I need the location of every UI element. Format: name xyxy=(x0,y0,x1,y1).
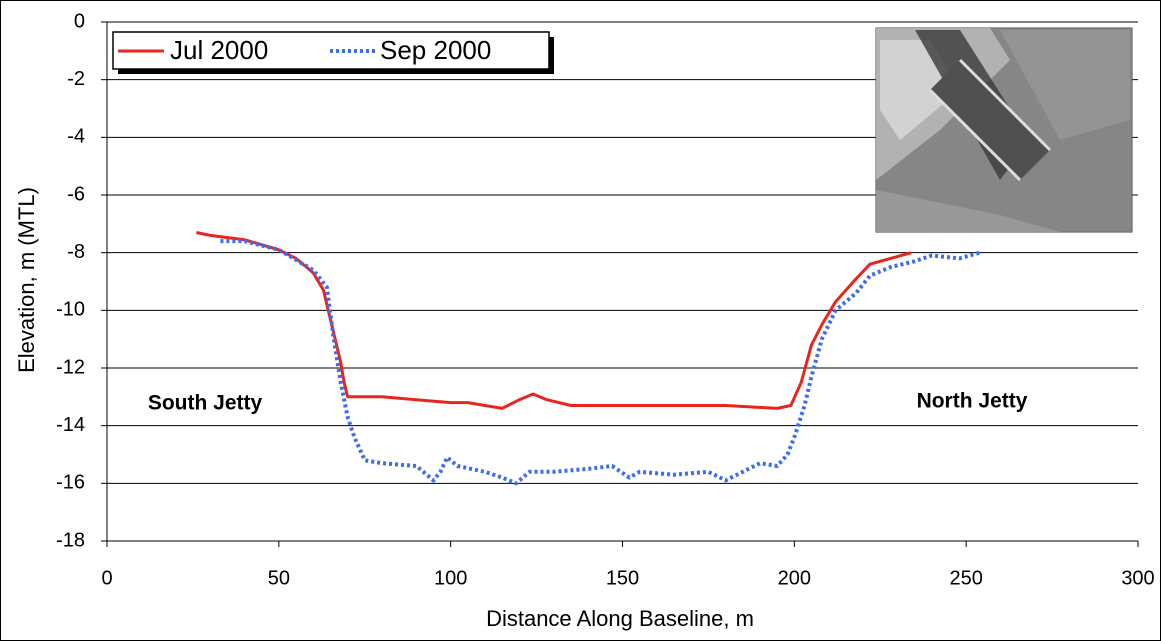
y-axis-title: Elevation, m (MTL) xyxy=(14,187,39,373)
x-tick-label: 150 xyxy=(606,567,639,589)
inset-photo xyxy=(875,27,1133,233)
lines xyxy=(196,231,981,486)
y-tick-label: 0 xyxy=(74,10,85,32)
y-tick-label: -2 xyxy=(67,68,85,90)
data-line xyxy=(196,231,912,410)
x-tick-label: 50 xyxy=(268,567,290,589)
y-tick-label: -6 xyxy=(67,183,85,205)
y-tick-label: -12 xyxy=(56,356,85,378)
y-tick-label: -8 xyxy=(67,241,85,263)
x-tick-label: 100 xyxy=(434,567,467,589)
y-tick-label: -10 xyxy=(56,299,85,321)
y-tick-label: -18 xyxy=(56,529,85,551)
y-tick-label: -14 xyxy=(56,414,85,436)
y-tick-label: -16 xyxy=(56,472,85,494)
y-tick-label: -4 xyxy=(67,126,85,148)
annotation: South Jetty xyxy=(148,392,263,415)
x-tick-label: 0 xyxy=(101,567,112,589)
data-line xyxy=(220,239,981,486)
x-tick-label: 250 xyxy=(949,567,982,589)
legend-label: Jul 2000 xyxy=(170,35,268,65)
x-tick-label: 300 xyxy=(1121,567,1154,589)
x-axis-title: Distance Along Baseline, m xyxy=(486,606,754,631)
legend: Jul 2000 Sep 2000 xyxy=(112,31,554,74)
x-tick-label: 200 xyxy=(778,567,811,589)
legend-label: Sep 2000 xyxy=(380,35,491,65)
annotation: North Jetty xyxy=(917,390,1028,413)
ticks: 0 -2 -4 -6 -8 -10 -12 -14 -16 -18 0 50 100 150 200 250 3… xyxy=(56,10,1155,589)
